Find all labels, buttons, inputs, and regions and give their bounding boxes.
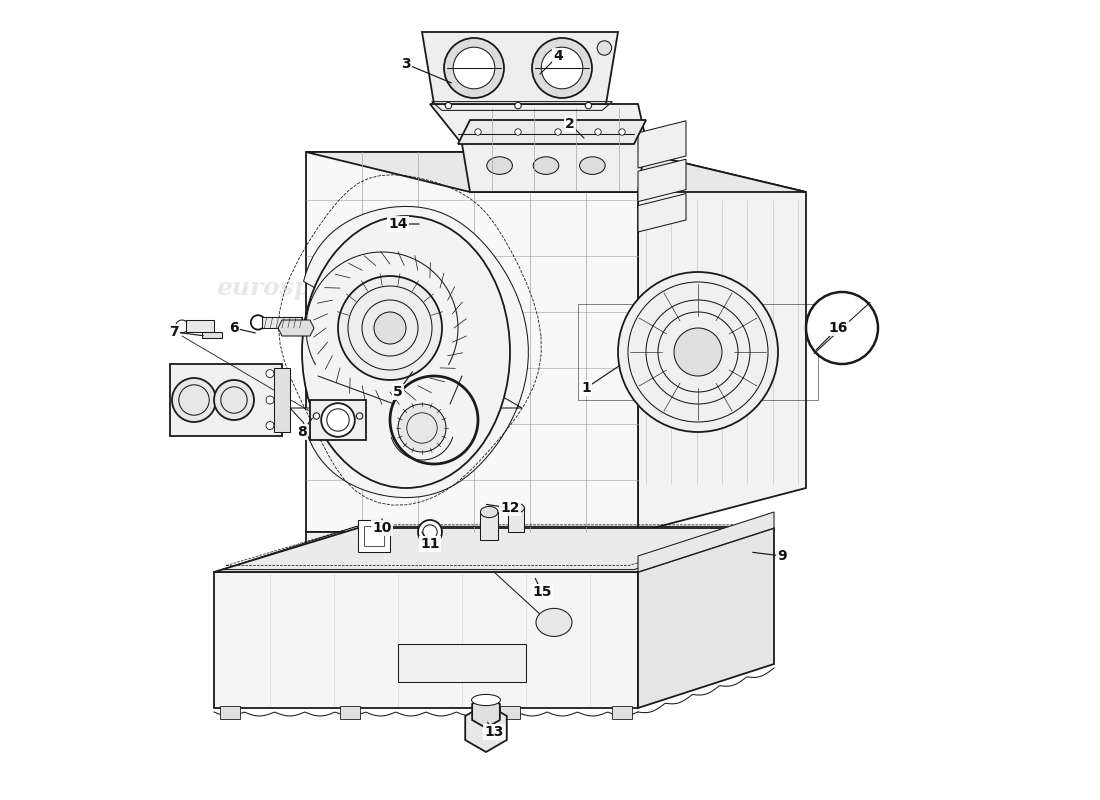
Polygon shape: [310, 400, 366, 440]
Ellipse shape: [534, 157, 559, 174]
Text: 14: 14: [388, 217, 408, 231]
Polygon shape: [214, 528, 774, 572]
Text: 15: 15: [532, 585, 552, 599]
Ellipse shape: [314, 413, 320, 419]
Ellipse shape: [446, 102, 452, 109]
Text: eurospares: eurospares: [569, 617, 707, 639]
Polygon shape: [278, 320, 314, 336]
Ellipse shape: [481, 506, 498, 518]
Ellipse shape: [321, 403, 355, 437]
Text: 1: 1: [581, 381, 591, 395]
Ellipse shape: [338, 276, 442, 380]
Text: 13: 13: [484, 725, 504, 739]
Ellipse shape: [251, 315, 265, 330]
Polygon shape: [430, 104, 646, 192]
Polygon shape: [262, 317, 303, 328]
Polygon shape: [340, 706, 360, 719]
Ellipse shape: [735, 359, 757, 377]
Polygon shape: [508, 508, 525, 532]
Ellipse shape: [597, 41, 612, 55]
Polygon shape: [638, 159, 686, 202]
Ellipse shape: [618, 272, 778, 432]
Text: 9: 9: [778, 549, 786, 563]
Polygon shape: [202, 332, 222, 338]
Ellipse shape: [266, 422, 274, 430]
Ellipse shape: [487, 157, 513, 174]
Text: 3: 3: [402, 57, 410, 71]
Polygon shape: [638, 528, 774, 708]
Polygon shape: [638, 152, 806, 532]
Polygon shape: [306, 152, 806, 192]
Ellipse shape: [536, 608, 572, 637]
Polygon shape: [170, 364, 282, 436]
Ellipse shape: [703, 311, 725, 329]
Text: eurospares: eurospares: [226, 617, 363, 639]
Ellipse shape: [266, 396, 274, 404]
Polygon shape: [306, 152, 638, 532]
Ellipse shape: [515, 102, 521, 109]
Text: 11: 11: [420, 537, 440, 551]
Polygon shape: [613, 706, 631, 719]
Ellipse shape: [356, 413, 363, 419]
Polygon shape: [638, 121, 686, 168]
Ellipse shape: [515, 129, 521, 135]
Text: 10: 10: [372, 521, 392, 535]
Text: eurospares: eurospares: [217, 276, 372, 300]
Text: 2: 2: [565, 117, 575, 131]
Text: eurospares: eurospares: [561, 276, 715, 300]
Ellipse shape: [619, 129, 625, 135]
Polygon shape: [214, 572, 638, 708]
Ellipse shape: [674, 328, 722, 376]
Ellipse shape: [444, 38, 504, 98]
Ellipse shape: [398, 404, 446, 452]
Polygon shape: [306, 532, 638, 580]
Ellipse shape: [374, 312, 406, 344]
Ellipse shape: [554, 129, 561, 135]
Polygon shape: [422, 32, 618, 104]
Ellipse shape: [214, 380, 254, 420]
Ellipse shape: [302, 216, 510, 488]
Polygon shape: [638, 194, 686, 232]
Ellipse shape: [532, 38, 592, 98]
Polygon shape: [638, 512, 774, 572]
Ellipse shape: [172, 378, 216, 422]
Ellipse shape: [418, 520, 442, 544]
Ellipse shape: [453, 47, 495, 89]
Text: 16: 16: [828, 321, 848, 335]
Text: 8: 8: [297, 425, 307, 439]
Ellipse shape: [472, 694, 500, 706]
Ellipse shape: [541, 47, 583, 89]
Ellipse shape: [266, 370, 274, 378]
Text: 6: 6: [229, 321, 239, 335]
Polygon shape: [458, 120, 646, 144]
Ellipse shape: [176, 320, 188, 333]
Text: 5: 5: [393, 385, 403, 399]
Text: 7: 7: [169, 325, 179, 339]
Polygon shape: [398, 644, 526, 682]
Ellipse shape: [671, 367, 693, 385]
Polygon shape: [186, 320, 214, 332]
Polygon shape: [481, 512, 498, 540]
Text: 12: 12: [500, 501, 519, 515]
Text: 4: 4: [553, 49, 563, 63]
Polygon shape: [290, 206, 528, 498]
Polygon shape: [274, 368, 290, 432]
Ellipse shape: [475, 129, 481, 135]
Polygon shape: [358, 520, 390, 552]
Polygon shape: [500, 706, 519, 719]
Ellipse shape: [595, 129, 602, 135]
Ellipse shape: [508, 503, 525, 513]
Polygon shape: [465, 704, 507, 752]
Ellipse shape: [580, 157, 605, 174]
Polygon shape: [220, 706, 240, 719]
Ellipse shape: [806, 292, 878, 364]
Ellipse shape: [585, 102, 592, 109]
Polygon shape: [472, 696, 499, 728]
Ellipse shape: [639, 327, 661, 345]
